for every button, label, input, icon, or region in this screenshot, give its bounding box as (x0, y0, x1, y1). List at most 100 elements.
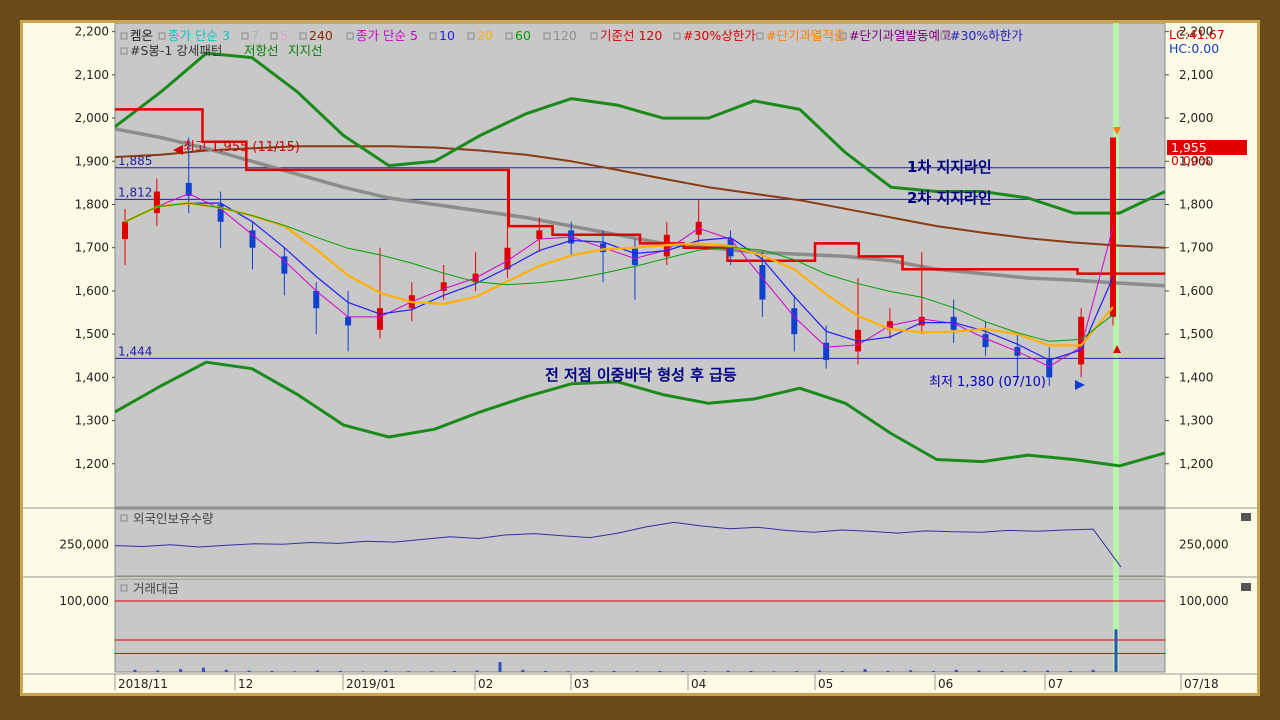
x-tick-label: 2018/11 (118, 677, 168, 691)
volume-bar (589, 671, 593, 672)
chart-svg: 2,200 2,200 2,100 2,100 2,000 2,000 1,900 1,900… (23, 23, 1257, 693)
volume-bar (931, 670, 935, 672)
arrow-icon (1113, 127, 1121, 135)
x-tick-label: 05 (818, 677, 833, 691)
legend-item: 종가 단순 5 (356, 28, 418, 43)
volume-bar (384, 670, 388, 672)
arrow-icon (1113, 345, 1121, 353)
legend-swatch (241, 32, 249, 40)
volume-bar (498, 662, 502, 672)
legend-item: #단기과열적출 (766, 28, 845, 43)
volume-bar (430, 671, 434, 672)
volume-bar (681, 671, 685, 672)
x-tick-label: 04 (691, 677, 706, 691)
y-tick-label-right: 1,600 (1179, 284, 1213, 298)
holdings-line (114, 521, 1122, 568)
y-tick-label-left: 2,000 (75, 111, 109, 125)
volume-bar (1046, 670, 1050, 672)
current-change-label: 0.00% (1171, 153, 1211, 168)
arrow-icon (1075, 380, 1085, 390)
candle-body (759, 265, 766, 300)
volume-bar (475, 670, 479, 672)
volume-bar (1000, 670, 1004, 672)
legend-swatch (158, 32, 166, 40)
y-tick-label-left: 1,400 (75, 370, 109, 384)
y-tick-label-right: 1,200 (1179, 457, 1213, 471)
y-tick-label-left: 2,200 (75, 25, 109, 39)
volume-bar (133, 669, 137, 672)
y-tick-label-right: 2,000 (1179, 111, 1213, 125)
series-line (114, 145, 1166, 249)
legend-item: #단기과열발동예고 (849, 28, 951, 43)
candle-body (217, 204, 224, 222)
volume-bar (270, 670, 274, 672)
arrow-icon (173, 145, 183, 155)
x-tick-label: 06 (938, 677, 953, 691)
current-price-box (1167, 140, 1247, 155)
volume-bar (1114, 629, 1118, 672)
holdings-title: 외국인보유수량 (133, 511, 214, 526)
legend-swatch (120, 32, 128, 40)
legend-swatch (270, 32, 278, 40)
legend-swatch (467, 32, 475, 40)
volume-bar (224, 669, 228, 672)
volume-bar (201, 667, 205, 672)
legend-item: 켐온 (130, 28, 153, 43)
panel-border (114, 23, 1166, 508)
y-tick-label-right: 1,700 (1179, 241, 1213, 255)
candle-body (1078, 316, 1085, 365)
volume-bar (726, 670, 730, 672)
y-tick-label-right: 1,300 (1179, 414, 1213, 428)
candle-body (631, 247, 638, 265)
volume-bar (635, 671, 639, 672)
y-tick-label-left: 1,600 (75, 284, 109, 298)
legend-swatch (756, 32, 764, 40)
legend-item: #30%하한가 (950, 28, 1023, 43)
legend-item: 10 (439, 28, 455, 43)
volume-bar (612, 670, 616, 672)
volume-bar (566, 671, 570, 672)
y-tick-label-left: 1,300 (75, 414, 109, 428)
x-tick-label: 2019/01 (346, 677, 396, 691)
volume-bar (863, 669, 867, 672)
legend-item: 20 (477, 28, 493, 43)
moving-average (124, 201, 1114, 347)
panel-toggle-icon (1241, 583, 1251, 591)
candle-body (313, 290, 320, 309)
volume-bar (247, 670, 251, 672)
legend-swatch (505, 32, 513, 40)
y-tick-label-right: 1,500 (1179, 327, 1213, 341)
candle-body (345, 316, 352, 326)
legend-item: 120 (553, 28, 577, 43)
legend-item: #S봉-1 강세패턴 (130, 43, 222, 58)
candle-body (823, 342, 830, 361)
volume-bar (407, 671, 411, 672)
x-tick-label: 03 (574, 677, 589, 691)
volume-bar (1091, 669, 1095, 672)
candle-body (727, 239, 734, 257)
volume-bar (909, 670, 913, 672)
y-tick-label-left: 1,700 (75, 241, 109, 255)
panel-border (114, 508, 1166, 577)
volume-panel-bg (115, 579, 1165, 672)
legend-item: 종가 단순 3 (168, 28, 230, 43)
x-tick-label: 07 (1048, 677, 1063, 691)
volume-bar (156, 670, 160, 672)
current-price-label: 1,955 (1171, 140, 1207, 155)
x-tick-label: 12 (238, 677, 253, 691)
volume-bar (817, 670, 821, 672)
legend-swatch (673, 32, 681, 40)
annotation-text: 전 저점 이중바닥 형성 후 급등 (545, 366, 737, 384)
y-tick-label-left: 1,500 (75, 327, 109, 341)
volume-bar (954, 669, 958, 672)
legend-swatch (299, 32, 307, 40)
x-tick-label: 02 (478, 677, 493, 691)
legend-item: 7 (251, 28, 259, 43)
y-tick-label-left: 1,900 (75, 154, 109, 168)
volume-bar (658, 670, 662, 672)
candle-body (855, 329, 862, 352)
volume-bar (840, 670, 844, 672)
baseline-120-step (115, 108, 1165, 275)
legend-swatch (120, 584, 128, 592)
legend-swatch (940, 32, 948, 40)
